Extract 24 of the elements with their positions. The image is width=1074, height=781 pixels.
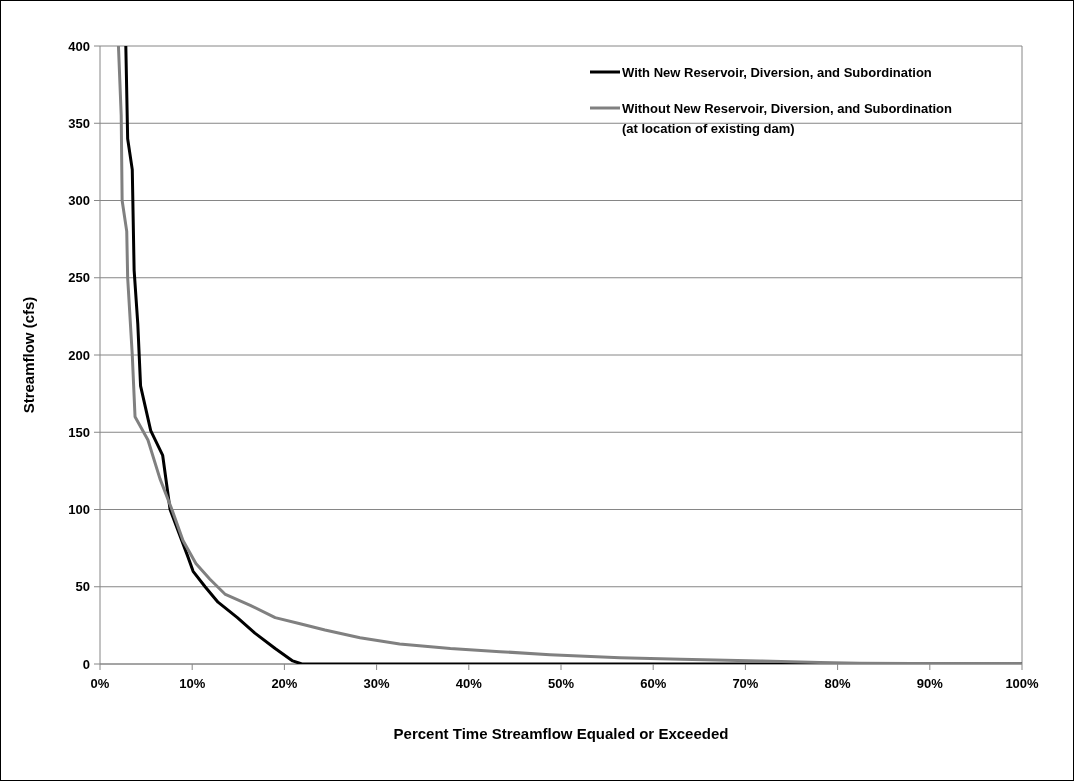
y-tick-label: 350 (68, 115, 90, 131)
y-axis-title: Streamflow (cfs) (20, 296, 37, 414)
x-tick-label: 70% (732, 676, 759, 691)
y-tick-label: 0 (82, 656, 90, 672)
y-tick-label: 100 (68, 502, 90, 518)
x-tick-label: 20% (271, 676, 298, 691)
x-tick-label: 0% (90, 676, 110, 691)
x-tick-label: 90% (916, 676, 944, 691)
x-tick-label: 30% (363, 676, 391, 691)
y-tick-label: 50 (75, 579, 90, 595)
x-tick-label: 60% (640, 676, 667, 691)
x-tick-label: 10% (179, 676, 206, 691)
y-tick-label: 150 (68, 424, 90, 440)
y-tick-label: 200 (68, 347, 90, 363)
x-axis-title: Percent Time Streamflow Equaled or Exceeded (393, 725, 729, 742)
y-tick-label: 400 (68, 38, 90, 54)
y-tick-label: 300 (68, 193, 90, 209)
y-tick-label: 250 (68, 270, 90, 286)
x-tick-label: 50% (547, 676, 575, 691)
x-tick-label: 100% (1005, 676, 1040, 691)
x-tick-label: 80% (824, 676, 852, 691)
x-tick-label: 40% (455, 676, 483, 691)
legend-label: Without New Reservoir, Diversion, and Subordination (at location of existing dam) (622, 100, 953, 136)
legend-label: With New Reservoir, Diversion, and Subordination (622, 64, 932, 80)
